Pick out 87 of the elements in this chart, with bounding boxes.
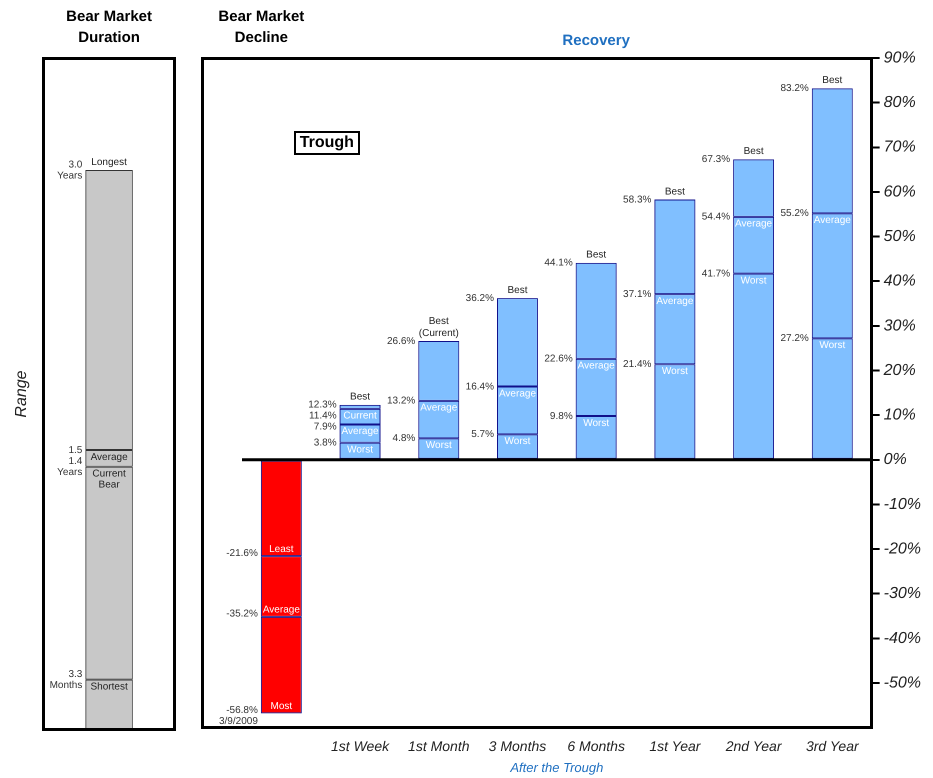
text: Best	[507, 284, 528, 296]
series-label: Least	[269, 544, 294, 555]
annotation: 21.4%	[623, 358, 652, 370]
y-axis-title: Range	[13, 370, 30, 418]
y-tick-label: -30%	[884, 585, 922, 602]
text: Average	[814, 215, 851, 226]
text: Best	[428, 316, 449, 327]
y-tick-label: 0%	[884, 451, 907, 468]
annotation: 22.6%	[544, 354, 573, 365]
chart-title: Bear Market Duration	[65, 7, 154, 48]
annotation: 5.7%	[471, 429, 494, 440]
annotation: 83.2%	[780, 83, 809, 94]
series-label: Most	[270, 701, 292, 712]
series-label: Average	[90, 452, 128, 463]
series-label: Worst	[347, 444, 374, 456]
x-tick-label: 1st Year	[649, 738, 702, 754]
y-tick-label: 30%	[884, 317, 916, 334]
y-tick-label: 20%	[882, 362, 916, 379]
annotation: 16.4%	[466, 381, 494, 392]
annotation: 26.6%	[386, 336, 416, 347]
x-tick-label: 6 Months	[567, 738, 625, 754]
annotation: 37.1%	[623, 288, 652, 300]
series-label: Best	[586, 250, 606, 261]
x-tick-label: 2nd Year	[724, 738, 783, 754]
annotation: 58.3%	[623, 194, 652, 206]
text: 3.0 Years	[57, 159, 83, 182]
annotation: 12.3%	[308, 400, 337, 411]
text: Bear Market Decline	[217, 7, 306, 48]
annotation: 36.2%	[466, 292, 494, 304]
text: Average	[578, 360, 615, 372]
y-tick-label: 10%	[884, 406, 916, 424]
x-tick-label: 1st Month	[408, 738, 470, 754]
annotation: -35.2%	[226, 608, 258, 620]
text: Worst	[740, 275, 767, 286]
x-tick-label: 1st Week	[331, 738, 390, 754]
y-tick-label: 50%	[884, 228, 916, 246]
text: Best	[822, 75, 842, 86]
text: Average	[498, 388, 536, 400]
annotation: 54.4%	[702, 212, 730, 223]
y-tick-label: -40%	[884, 630, 922, 647]
annotation: 11.4%	[308, 410, 337, 422]
series-label: Average	[262, 604, 300, 616]
y-tick-label: -50%	[884, 674, 922, 692]
text: Worst	[583, 418, 610, 429]
text: Average	[735, 218, 772, 230]
annotation: 44.1%	[544, 258, 573, 269]
text: 1.5	[68, 444, 83, 456]
annotation: 67.3%	[702, 154, 730, 166]
text: 1.4 Years	[57, 456, 83, 478]
series-label: Shortest	[90, 681, 128, 692]
text: Best	[744, 146, 764, 158]
y-tick-label: -20%	[884, 540, 922, 558]
text: Worst	[426, 440, 452, 452]
text: Best	[350, 392, 370, 403]
annotation: Trough	[294, 131, 360, 155]
text: Best	[664, 186, 685, 198]
annotation: 7.9%	[314, 422, 337, 433]
y-tick-label: -10%	[884, 496, 922, 513]
text: Average	[420, 402, 458, 414]
text: 3.3 Months	[50, 668, 83, 691]
annotation: 55.2%	[780, 208, 809, 220]
text: Average	[656, 296, 694, 307]
series-label: Current	[343, 410, 377, 422]
annotation: 9.8%	[550, 410, 573, 422]
text: Worst	[504, 436, 530, 448]
y-tick-label: 70%	[884, 138, 916, 156]
annotation: 4.8%	[392, 433, 416, 444]
text: Worst	[662, 366, 688, 377]
annotation: -21.6%	[226, 548, 258, 559]
x-axis-title: After the Trough	[509, 760, 604, 775]
annotation: 41.7%	[702, 268, 730, 280]
series-label: Current Bear	[92, 468, 126, 491]
y-tick-label: 80%	[884, 94, 916, 112]
y-tick-label: 60%	[884, 183, 916, 200]
annotation: 13.2%	[386, 396, 416, 407]
series-label: Average	[342, 426, 380, 438]
text: Worst	[819, 340, 846, 352]
x-tick-label: 3 Months	[488, 738, 546, 754]
x-tick-label: 3rd Year	[806, 738, 860, 754]
y-tick-label: 40%	[884, 272, 916, 290]
chart-title: Recovery	[561, 31, 631, 51]
series-label: Longest	[91, 156, 128, 168]
y-tick-label: 90%	[884, 49, 916, 66]
annotation: 27.2%	[780, 333, 809, 344]
annotation: -56.8% 3/9/2009	[218, 705, 258, 728]
annotation: 3.8%	[314, 438, 337, 449]
annotation: (Current)	[418, 328, 459, 339]
